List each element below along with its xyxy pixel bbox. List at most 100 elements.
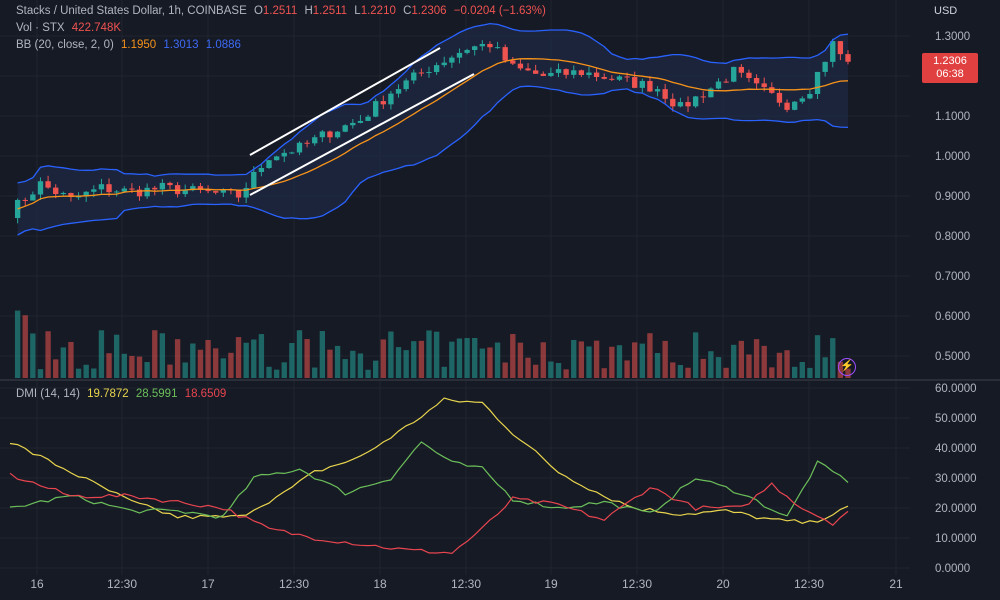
volume-bar (616, 345, 623, 378)
candle (548, 72, 554, 76)
volume-bar (113, 334, 120, 378)
volume-bar (60, 347, 66, 378)
volume-bar (327, 349, 333, 378)
minus-di-line (9, 472, 849, 555)
price-tick-label: 1.1000 (935, 111, 970, 123)
last-price-tag: 1.2306 06:38 (922, 53, 978, 83)
candle (220, 189, 226, 193)
volume-bar (197, 349, 204, 378)
candle (68, 192, 74, 197)
candles (14, 38, 851, 224)
candle (494, 47, 501, 49)
candle (449, 57, 455, 63)
candle (753, 77, 760, 84)
volume-bar (144, 362, 150, 378)
candle (75, 196, 82, 198)
candle (167, 182, 173, 186)
volume-bar (441, 366, 447, 378)
candle (654, 89, 661, 92)
dmi-lines (9, 397, 849, 555)
bb-legend: BB (20, close, 2, 0) 1.1950 1.3013 1.088… (16, 39, 245, 51)
candle (586, 72, 592, 75)
price-tick-label: 0.5000 (935, 351, 970, 363)
volume-bar (647, 333, 653, 378)
candle (121, 188, 127, 192)
candle (258, 168, 265, 172)
volume-bar (75, 368, 82, 378)
volume-bar (68, 341, 74, 378)
volume-bar (601, 368, 607, 378)
volume-bar (251, 339, 257, 378)
candle (213, 191, 219, 193)
symbol-legend: Stacks / United States Dollar, 1h, COINB… (16, 5, 550, 17)
volume-bar (555, 362, 562, 378)
time-axis[interactable]: 16 12:30 17 12:30 18 12:30 19 12:30 20 12:30 21 (30, 577, 903, 591)
candle (479, 43, 485, 47)
volume-bar (228, 352, 234, 378)
candle (418, 72, 425, 74)
candle (677, 102, 684, 107)
volume-bar (30, 333, 36, 378)
candle (243, 187, 249, 198)
channel-line-lower[interactable] (249, 73, 475, 196)
time-tick-label: 19 (544, 577, 558, 591)
candle (327, 131, 333, 138)
volume-bar (525, 357, 531, 378)
candle (784, 102, 790, 110)
bb-label: BB (20, close, 2, 0) (16, 39, 114, 51)
high-label: H (304, 5, 313, 17)
dmi-tick-label: 50.0000 (935, 413, 977, 425)
lightning-icon[interactable]: ⚡ (838, 358, 856, 376)
time-tick-label: 21 (889, 577, 903, 591)
bar-countdown: 06:38 (936, 68, 964, 80)
volume-bar (373, 360, 379, 378)
volume-bar (670, 362, 676, 378)
time-tick-label: 12:30 (622, 577, 652, 591)
dmi-tick-label: 40.0000 (935, 443, 977, 455)
candle (251, 171, 257, 188)
volume-value: 422.748K (71, 22, 122, 34)
time-tick-label: 16 (30, 577, 44, 591)
volume-bar (98, 330, 105, 378)
candle (578, 70, 585, 75)
high-value: 1.2511 (312, 5, 348, 17)
volume-label: Vol · STX (16, 22, 65, 34)
candle (616, 76, 623, 80)
candle (464, 50, 470, 53)
volume-legend: Vol · STX 422.748K (16, 22, 125, 34)
volume-bar (220, 358, 226, 378)
candle (738, 66, 745, 73)
volume-bar (769, 367, 775, 378)
candle (350, 122, 356, 126)
bb-lower-value: 1.0886 (205, 39, 241, 51)
volume-bar (624, 360, 630, 378)
candle (609, 78, 615, 80)
price-axis[interactable]: 1.30001.20001.10001.00000.90000.80000.70… (935, 31, 977, 575)
time-tick-label: 20 (716, 577, 730, 591)
dmi-tick-label: 30.0000 (935, 473, 977, 485)
open-value: 1.2511 (262, 5, 298, 17)
candle (769, 87, 775, 93)
candle (83, 191, 89, 197)
volume-bar (350, 350, 356, 378)
volume-bar (609, 346, 615, 378)
volume-bar (243, 342, 249, 378)
dmi-tick-label: 10.0000 (935, 533, 977, 545)
parallel-channel[interactable] (249, 47, 475, 196)
volume-bar (258, 334, 265, 378)
candle (647, 80, 653, 92)
volume-bar (814, 335, 821, 378)
candle (159, 182, 166, 190)
candle (98, 184, 105, 190)
change-value: −0.0204 (−1.63%) (453, 5, 546, 17)
candle (662, 89, 668, 99)
candle (30, 194, 36, 201)
candle (792, 101, 798, 110)
currency-label[interactable]: USD (934, 5, 958, 17)
channel-line-upper[interactable] (249, 47, 441, 156)
candle (593, 72, 600, 77)
volume-bar (494, 342, 501, 378)
candle (799, 98, 805, 102)
volume-bar (152, 330, 158, 378)
